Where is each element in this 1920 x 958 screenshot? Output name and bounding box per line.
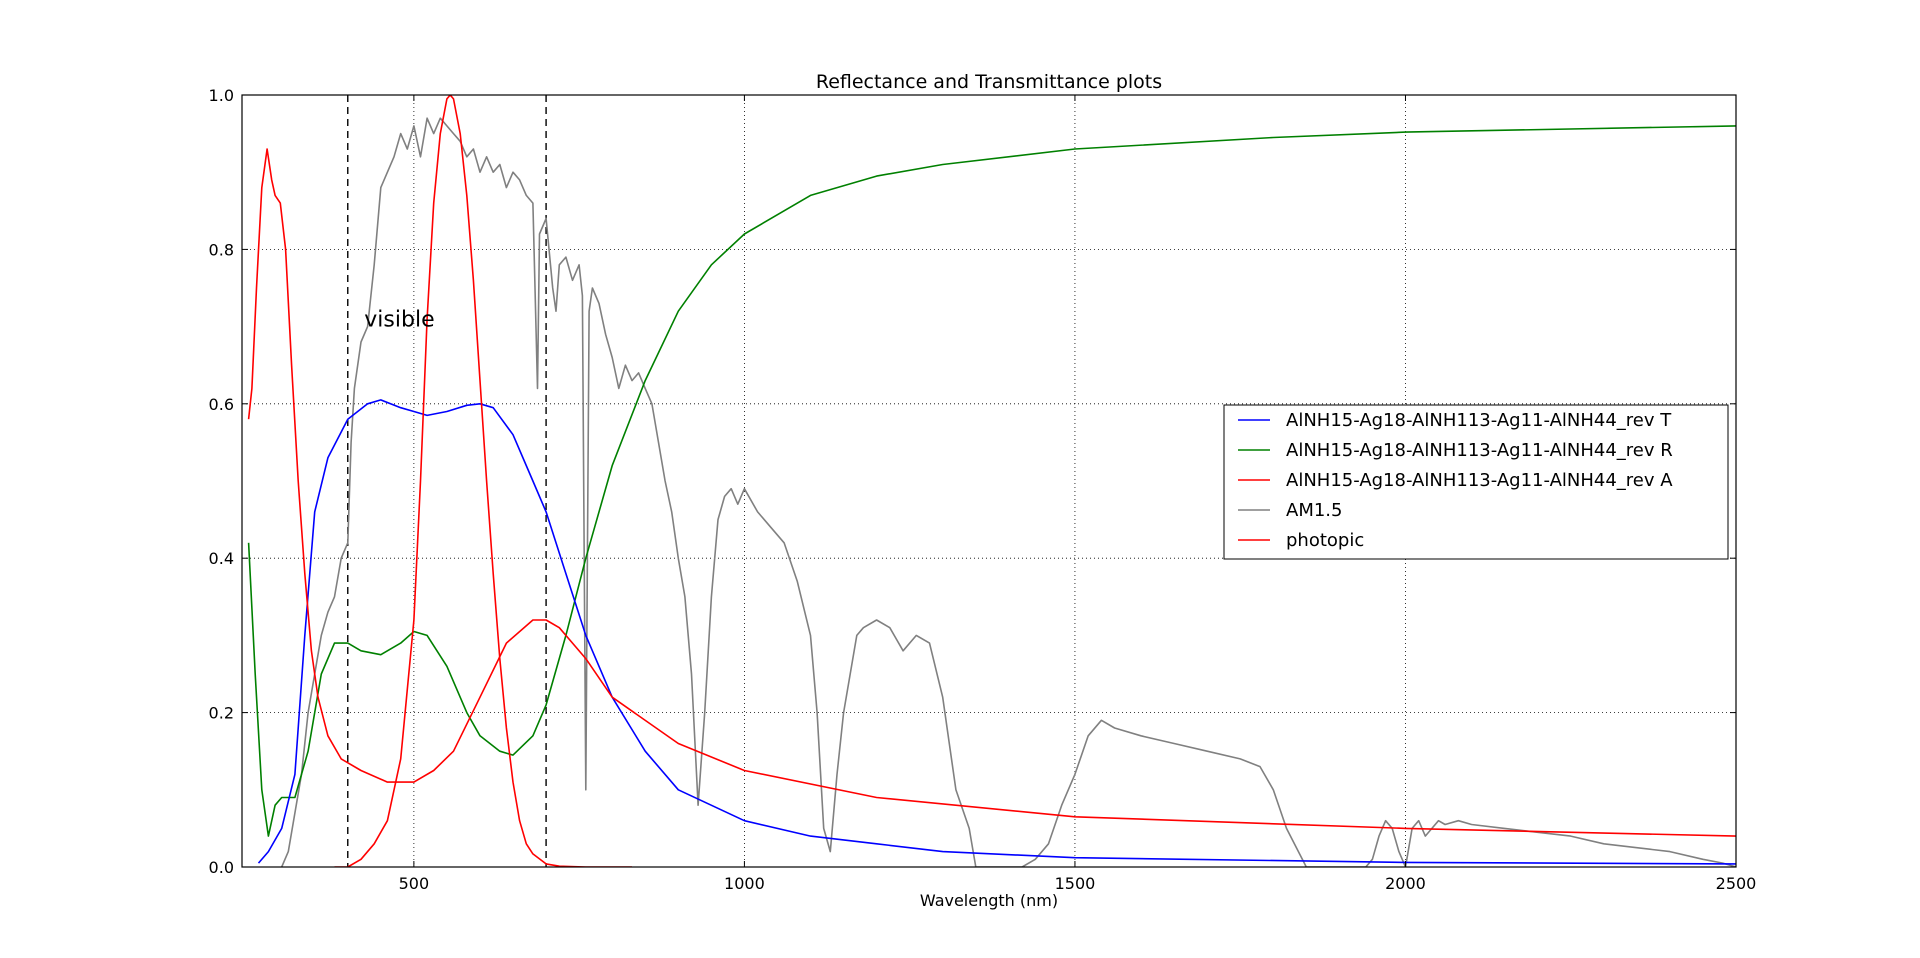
y-tick-label: 0.8 xyxy=(209,240,234,259)
y-tick-label: 1.0 xyxy=(209,86,234,105)
x-tick-label: 2000 xyxy=(1385,874,1426,893)
series-line-1 xyxy=(247,125,1736,837)
legend-frame xyxy=(1223,404,1729,560)
x-tick-label: 2500 xyxy=(1716,874,1757,893)
visible-annotation: visible xyxy=(364,308,434,333)
y-tick-label: 0.2 xyxy=(209,704,234,723)
series-line-4 xyxy=(334,95,632,867)
y-tick-label: 0.6 xyxy=(209,395,234,414)
legend-label: photopic xyxy=(1286,530,1364,551)
y-tick-label: 0.0 xyxy=(209,858,234,877)
legend-label: AlNH15-Ag18-AlNH113-Ag11-AlNH44_rev R xyxy=(1286,440,1673,461)
y-tick-label: 0.4 xyxy=(209,549,234,568)
plot-frame xyxy=(241,94,1737,868)
legend: AlNH15-Ag18-AlNH113-Ag11-AlNH44_rev T AlN… xyxy=(1223,404,1729,560)
series-line-3 xyxy=(280,117,1736,867)
chart-title: Reflectance and Transmittance plots xyxy=(816,71,1162,93)
axis-ticks: 500 1000 1500 2000 2500 0.0 0.2 0.4 0.6 0.8 1.0 xyxy=(209,86,1757,893)
series-line-0 xyxy=(257,399,1736,865)
series-lines xyxy=(247,95,1736,867)
visible-range-lines xyxy=(347,95,547,867)
x-tick-label: 500 xyxy=(399,874,430,893)
series-line-2 xyxy=(247,148,1736,837)
legend-label: AlNH15-Ag18-AlNH113-Ag11-AlNH44_rev T xyxy=(1286,410,1672,431)
x-tick-label: 1000 xyxy=(724,874,765,893)
x-tick-label: 1500 xyxy=(1055,874,1096,893)
legend-label: AM1.5 xyxy=(1286,500,1342,521)
x-axis-label: Wavelength (nm) xyxy=(920,891,1058,910)
legend-label: AlNH15-Ag18-AlNH113-Ag11-AlNH44_rev A xyxy=(1286,470,1673,491)
